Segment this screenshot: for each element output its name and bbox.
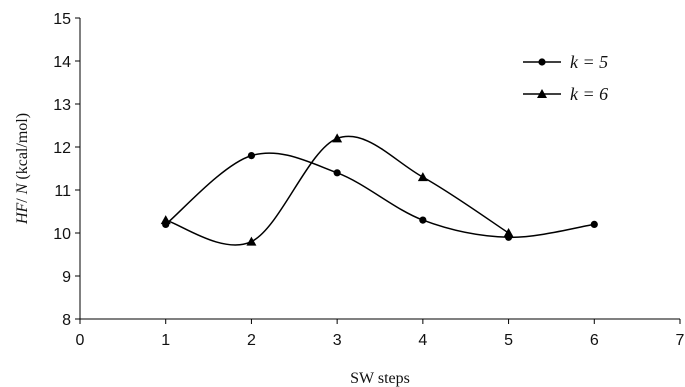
data-point [590,220,598,228]
data-point [419,216,427,224]
legend-item: k = 6 [523,84,608,104]
y-tick-label: 15 [53,11,71,28]
x-tick-label: 1 [161,332,170,349]
data-point [246,236,257,246]
data-point [160,215,171,225]
series-line [165,152,595,239]
x-tick-label: 4 [418,332,427,349]
y-tick-label: 9 [62,269,71,286]
x-axis-title: SW steps [350,370,410,387]
data-point [503,228,514,237]
data-point [417,172,428,182]
y-tick-label: 13 [53,97,71,114]
y-tick-label: 14 [53,54,71,71]
series-layer [160,133,598,246]
legend-item: k = 5 [523,52,608,72]
legend-marker [538,58,546,66]
axes [75,17,681,324]
series-k6 [160,133,514,246]
x-tick-label: 5 [504,332,513,349]
legend-label: k = 6 [570,84,608,104]
legend-marker [537,89,547,98]
x-tick-label: 0 [76,332,85,349]
legend-label: k = 5 [570,52,608,72]
x-tick-label: 6 [590,332,599,349]
data-point [333,169,341,177]
y-tick-label: 8 [62,312,71,329]
x-tick-label: 2 [247,332,256,349]
data-point [332,133,343,143]
x-tick-label: 3 [333,332,342,349]
y-tick-label: 10 [53,226,71,243]
series-k5 [162,152,598,241]
y-tick-label: 11 [54,183,71,200]
x-tick-label: 7 [676,332,685,349]
y-axis-title: HF/ N (kcal/mol) [14,113,31,225]
series-line [165,135,509,246]
data-point [247,152,256,160]
y-tick-label: 12 [53,140,71,157]
legend: k = 5 k = 6 [523,52,608,104]
